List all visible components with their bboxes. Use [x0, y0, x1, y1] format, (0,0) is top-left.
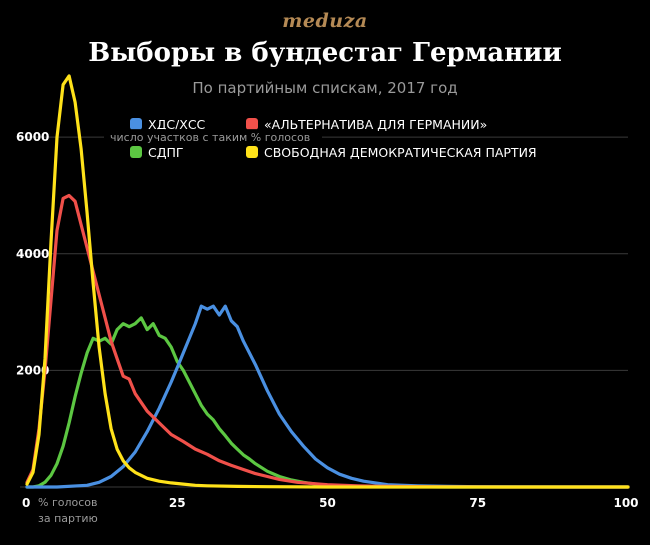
x-tick-label: 100 — [613, 496, 638, 510]
series-line-3 — [25, 74, 630, 489]
x-tick-label: 25 — [169, 496, 186, 510]
legend-swatch — [246, 146, 258, 158]
y-tick-label: 2000 — [16, 363, 49, 377]
x-tick-label: 0 — [22, 496, 30, 510]
x-tick-label: 75 — [469, 496, 486, 510]
legend-item-afd: «АЛЬТЕРНАТИВА ДЛЯ ГЕРМАНИИ» — [246, 117, 487, 133]
legend-swatch — [130, 146, 142, 158]
chart-subtitle: По партийным спискам, 2017 год — [192, 79, 458, 97]
legend-swatch — [130, 118, 142, 130]
legend-item-spd: СДПГ — [130, 145, 184, 161]
x-axis-label: за партию — [38, 512, 98, 525]
series-line-1 — [25, 193, 630, 489]
x-axis-label: % голосов — [38, 496, 97, 509]
legend-item-cdu: ХДС/ХСС — [130, 117, 205, 133]
x-tick-label: 50 — [319, 496, 336, 510]
y-tick-label: 4000 — [16, 247, 49, 261]
y-tick-label: 6000 — [16, 130, 49, 144]
brand-logo: meduza — [282, 10, 368, 32]
legend-item-fdp: СВОБОДНАЯ ДЕМОКРАТИЧЕСКАЯ ПАРТИЯ — [246, 145, 537, 161]
series-line-2 — [25, 316, 630, 489]
y-axis-label: число участков с таким % голосов — [110, 131, 310, 144]
series-line-0 — [25, 304, 630, 489]
legend-swatch — [246, 118, 258, 130]
chart-title: Выборы в бундестаг Германии — [88, 38, 562, 68]
legend-label: СДПГ — [148, 145, 184, 160]
legend-label: СВОБОДНАЯ ДЕМОКРАТИЧЕСКАЯ ПАРТИЯ — [264, 145, 537, 160]
legend-label: ХДС/ХСС — [148, 117, 206, 132]
y-axis-label-bg — [104, 129, 322, 146]
legend-label: «АЛЬТЕРНАТИВА ДЛЯ ГЕРМАНИИ» — [264, 117, 488, 132]
